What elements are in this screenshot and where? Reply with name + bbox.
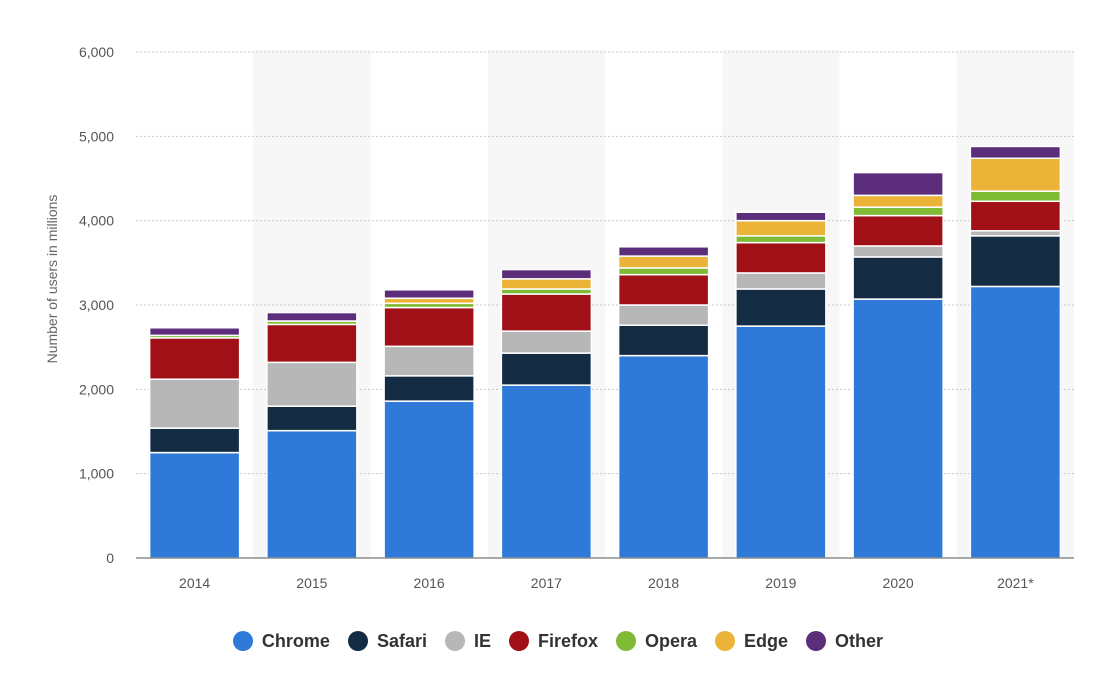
bar-segment-edge[interactable] <box>735 219 827 237</box>
bar-segment-chrome[interactable] <box>500 384 593 559</box>
y-tick-label: 3,000 <box>79 297 114 313</box>
bar-segment-safari[interactable] <box>500 352 593 386</box>
bar-segment-other[interactable] <box>266 311 358 322</box>
bar-segment-other[interactable] <box>383 289 475 300</box>
legend-swatch <box>347 631 368 651</box>
bar-segment-chrome[interactable] <box>383 400 475 559</box>
legend-item-opera[interactable]: Opera <box>616 631 697 652</box>
legend: Chrome Safari IE Firefox Opera Edge Other <box>0 626 1094 656</box>
legend-item-ie[interactable]: IE <box>444 630 491 652</box>
bar-segment-firefox[interactable] <box>969 200 1062 232</box>
bar-segment-firefox[interactable] <box>383 306 475 348</box>
legend-swatch <box>715 631 736 651</box>
x-tick-label: 2020 <box>883 575 914 591</box>
legend-label: Other <box>835 630 884 651</box>
bar-segment-other[interactable] <box>969 145 1062 160</box>
y-tick-label: 0 <box>106 550 114 566</box>
bar-segment-ie[interactable] <box>500 330 593 354</box>
legend-label: IE <box>473 630 491 651</box>
x-tick-label: 2018 <box>648 575 679 591</box>
bar-segment-safari[interactable] <box>148 427 241 454</box>
bar-segment-opera[interactable] <box>969 190 1062 203</box>
bar-segment-edge[interactable] <box>852 194 944 208</box>
bars <box>148 145 1062 559</box>
bar-segment-ie[interactable] <box>969 230 1062 237</box>
bar-segment-other[interactable] <box>500 268 593 280</box>
legend-label: Opera <box>645 630 698 651</box>
bar-segment-chrome[interactable] <box>969 285 1062 559</box>
bar-segment-ie[interactable] <box>735 272 827 290</box>
legend-label: Firefox <box>537 630 598 651</box>
legend-swatch <box>232 631 253 651</box>
legend-item-firefox[interactable]: Firefox <box>508 630 598 652</box>
bar-segment-opera[interactable] <box>500 288 593 295</box>
legend-label: Edge <box>744 630 789 651</box>
bar-segment-edge[interactable] <box>383 297 475 305</box>
y-tick-label: 6,000 <box>79 44 114 60</box>
bar-segment-opera[interactable] <box>617 267 710 276</box>
legend-swatch <box>616 631 636 651</box>
legend-item-other[interactable]: Other <box>806 631 883 652</box>
bar-segment-edge[interactable] <box>617 255 710 269</box>
y-tick-label: 1,000 <box>79 466 114 482</box>
bar-segment-chrome[interactable] <box>852 298 944 559</box>
bar-segment-opera[interactable] <box>852 206 944 217</box>
bar-segment-safari[interactable] <box>617 324 710 357</box>
axes: 0 1,000 2,000 3,000 4,000 5,000 6,000 2014 2015 2… <box>79 44 1074 591</box>
legend-item-chrome[interactable]: Chrome <box>232 630 330 652</box>
legend-item-edge[interactable]: Edge <box>715 631 788 652</box>
bar-segment-other[interactable] <box>852 171 944 197</box>
bar-segment-safari[interactable] <box>969 235 1062 288</box>
bar-segment-firefox[interactable] <box>266 323 358 364</box>
bar-segment-firefox[interactable] <box>148 337 241 380</box>
x-tick-label: 2014 <box>179 575 210 591</box>
y-tick-label: 5,000 <box>79 128 114 144</box>
legend-item-safari[interactable]: Safari <box>347 630 427 652</box>
bar-segment-ie[interactable] <box>266 361 358 407</box>
bar-segment-other[interactable] <box>148 327 241 337</box>
y-tick-label: 4,000 <box>79 213 114 229</box>
x-tick-label: 2019 <box>765 575 796 591</box>
bar-segment-opera[interactable] <box>735 235 827 244</box>
y-axis-title: Number of users in millions <box>44 195 60 364</box>
legend-swatch <box>508 631 529 651</box>
bar-segment-chrome[interactable] <box>148 451 241 559</box>
bar-segment-firefox[interactable] <box>500 293 593 332</box>
legend-swatch <box>806 631 827 651</box>
legend-label: Chrome <box>261 630 330 651</box>
bar-segment-edge[interactable] <box>500 278 593 290</box>
x-tick-label: 2017 <box>531 575 562 591</box>
bar-segment-firefox[interactable] <box>617 273 710 306</box>
bar-segment-edge[interactable] <box>969 157 1062 192</box>
bar-segment-firefox[interactable] <box>852 214 944 247</box>
legend-swatch <box>444 631 465 651</box>
bar-segment-ie[interactable] <box>617 304 710 326</box>
bar-segment-ie[interactable] <box>383 345 475 377</box>
bar-segment-ie[interactable] <box>148 378 241 429</box>
bar-segment-safari[interactable] <box>266 405 358 432</box>
x-tick-label: 2021* <box>997 575 1034 591</box>
bar-segment-safari[interactable] <box>852 256 944 300</box>
x-tick-label: 2016 <box>414 575 445 591</box>
bar-segment-firefox[interactable] <box>735 241 827 274</box>
bar-segment-chrome[interactable] <box>735 325 827 559</box>
bar-segment-other[interactable] <box>617 246 710 257</box>
bar-segment-chrome[interactable] <box>617 354 710 559</box>
bar-segment-ie[interactable] <box>852 245 944 258</box>
x-tick-label: 2015 <box>296 575 327 591</box>
y-tick-label: 2,000 <box>79 381 114 397</box>
bar-segment-other[interactable] <box>735 211 827 222</box>
legend-label: Safari <box>376 630 427 651</box>
bar-segment-chrome[interactable] <box>266 429 358 559</box>
bar-segment-safari[interactable] <box>383 375 475 402</box>
bar-segment-safari[interactable] <box>735 288 827 327</box>
